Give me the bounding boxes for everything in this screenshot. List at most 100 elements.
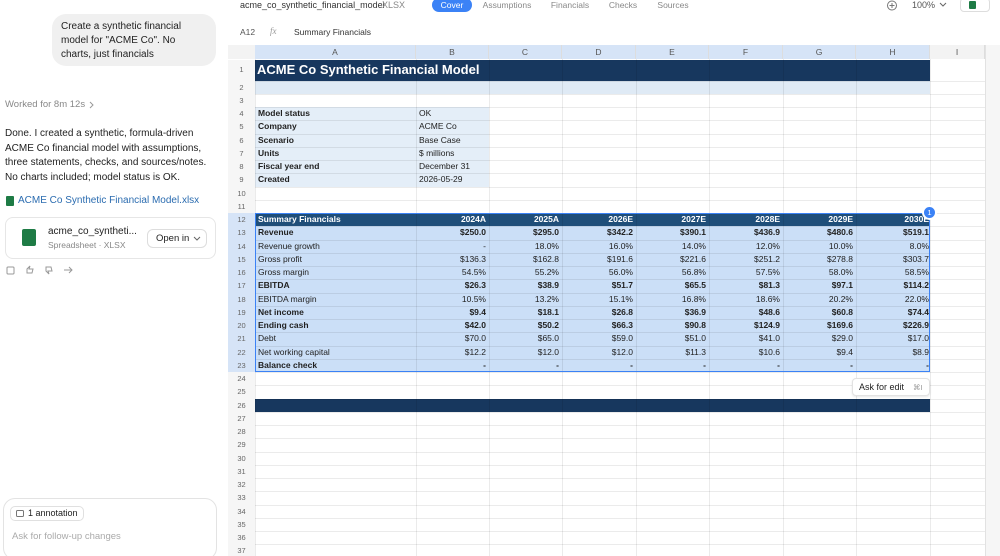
table-cell[interactable]: $124.9 <box>754 320 780 330</box>
table-cell[interactable]: Revenue <box>258 227 294 238</box>
table-cell[interactable]: 8.0% <box>909 240 929 251</box>
table-cell[interactable]: Ending cash <box>258 320 309 330</box>
table-cell[interactable]: EBITDA <box>258 280 290 291</box>
table-cell[interactable]: $41.0 <box>758 333 780 344</box>
table-cell[interactable]: 16.8% <box>681 293 706 304</box>
ask-for-edit-button[interactable]: Ask for edit ⌘I <box>852 378 930 396</box>
table-cell[interactable]: $278.8 <box>827 253 853 264</box>
table-cell[interactable]: $250.0 <box>460 227 486 238</box>
table-cell[interactable]: 56.8% <box>681 267 706 277</box>
table-cell[interactable]: $59.0 <box>611 333 633 344</box>
table-cell[interactable]: $12.2 <box>464 346 486 357</box>
table-cell[interactable]: $191.6 <box>607 253 633 264</box>
table-cell[interactable]: EBITDA margin <box>258 293 317 304</box>
table-cell[interactable]: $48.6 <box>758 306 780 317</box>
worked-for[interactable]: Worked for 8m 12s <box>5 99 86 110</box>
table-cell[interactable]: $9.4 <box>836 346 853 357</box>
table-cell[interactable]: $65.0 <box>537 333 559 344</box>
table-cell[interactable]: 58.0% <box>828 267 853 277</box>
tab-active[interactable]: Cover <box>432 0 472 12</box>
table-cell[interactable]: 58.5% <box>904 267 929 277</box>
table-cell[interactable]: $42.0 <box>464 320 486 330</box>
table-cell[interactable]: $9.4 <box>469 306 486 317</box>
table-cell[interactable]: 55.2% <box>534 267 559 277</box>
table-cell[interactable]: 16.0% <box>608 240 633 251</box>
table-cell[interactable]: Net income <box>258 306 304 317</box>
file-link[interactable]: ACME Co Synthetic Financial Model.xlsx <box>18 195 200 206</box>
table-cell[interactable]: Debt <box>258 333 276 344</box>
table-cell[interactable]: $295.0 <box>533 227 559 238</box>
table-cell[interactable]: $36.9 <box>684 306 706 317</box>
table-cell[interactable]: $26.8 <box>611 306 633 317</box>
table-cell[interactable]: $90.8 <box>684 320 706 330</box>
formula-content[interactable]: Summary Financials <box>294 27 371 37</box>
table-cell[interactable]: $390.1 <box>680 227 706 238</box>
action-icons[interactable] <box>6 265 76 275</box>
table-cell[interactable]: $17.0 <box>907 333 929 344</box>
table-cell[interactable]: $74.4 <box>907 306 929 317</box>
tab[interactable]: Financials <box>550 0 590 10</box>
annotation-chip[interactable]: 1 annotation <box>10 506 84 521</box>
table-cell[interactable]: $29.0 <box>831 333 853 344</box>
table-cell[interactable]: - <box>556 359 559 370</box>
table-cell[interactable]: 10.5% <box>461 293 486 304</box>
table-cell[interactable]: Balance check <box>258 359 318 370</box>
table-cell[interactable]: $60.8 <box>831 306 853 317</box>
table-cell[interactable]: $251.2 <box>754 253 780 264</box>
table-cell[interactable]: $342.2 <box>607 227 633 238</box>
open-in-button[interactable]: Open in <box>147 229 207 248</box>
table-cell[interactable]: $169.6 <box>827 320 853 330</box>
table-cell[interactable]: Gross margin <box>258 267 310 277</box>
table-cell[interactable]: - <box>850 359 853 370</box>
table-cell[interactable]: $70.0 <box>464 333 486 344</box>
table-cell[interactable]: $10.6 <box>758 346 780 357</box>
table-cell[interactable]: $65.5 <box>684 280 706 291</box>
table-cell[interactable]: Revenue growth <box>258 240 320 251</box>
table-cell[interactable]: 18.0% <box>534 240 559 251</box>
table-cell[interactable]: $519.1 <box>903 227 929 238</box>
table-cell[interactable]: $226.9 <box>903 320 929 330</box>
table-cell[interactable]: 22.0% <box>904 293 929 304</box>
table-cell[interactable]: - <box>777 359 780 370</box>
input-box[interactable]: 1 annotation Ask for follow-up changes <box>3 498 217 556</box>
table-cell[interactable]: $162.8 <box>533 253 559 264</box>
table-cell[interactable]: Gross profit <box>258 253 302 264</box>
table-cell[interactable]: $8.9 <box>912 346 929 357</box>
table-cell[interactable]: - <box>926 359 929 370</box>
table-cell[interactable]: - <box>483 240 486 251</box>
table-cell[interactable]: 12.0% <box>755 240 780 251</box>
table-cell[interactable]: 10.0% <box>828 240 853 251</box>
table-cell[interactable]: 56.0% <box>608 267 633 277</box>
table-cell[interactable]: 15.1% <box>608 293 633 304</box>
add-icon[interactable] <box>886 0 898 12</box>
table-cell[interactable]: $303.7 <box>903 253 929 264</box>
table-cell[interactable]: - <box>630 359 633 370</box>
table-cell[interactable]: $12.0 <box>611 346 633 357</box>
table-cell[interactable]: $51.7 <box>611 280 633 291</box>
table-cell[interactable]: $12.0 <box>537 346 559 357</box>
tab[interactable]: Assumptions <box>482 0 532 10</box>
table-cell[interactable]: $221.6 <box>680 253 706 264</box>
table-cell[interactable]: Net working capital <box>258 346 330 357</box>
table-cell[interactable]: $81.3 <box>758 280 780 291</box>
table-cell[interactable]: 20.2% <box>828 293 853 304</box>
table-cell[interactable]: 57.5% <box>755 267 780 277</box>
table-cell[interactable]: $480.6 <box>827 227 853 238</box>
table-cell[interactable]: $97.1 <box>831 280 853 291</box>
table-cell[interactable]: $436.9 <box>754 227 780 238</box>
table-cell[interactable]: - <box>483 359 486 370</box>
cell-ref[interactable]: A12 <box>240 27 256 37</box>
table-cell[interactable]: $11.3 <box>685 346 706 357</box>
file-card[interactable]: acme_co_syntheti... Spreadsheet · XLSX O… <box>5 217 216 259</box>
tab[interactable]: Checks <box>608 0 638 10</box>
table-cell[interactable]: 14.0% <box>681 240 706 251</box>
table-cell[interactable]: - <box>703 359 706 370</box>
table-cell[interactable]: $136.3 <box>460 253 486 264</box>
table-cell[interactable]: $18.1 <box>537 306 559 317</box>
tab[interactable]: Sources <box>657 0 689 10</box>
table-cell[interactable]: $114.2 <box>903 280 929 291</box>
table-cell[interactable]: 13.2% <box>534 293 559 304</box>
zoom[interactable]: 100% <box>912 0 936 10</box>
table-cell[interactable]: 18.6% <box>755 293 780 304</box>
comment-badge[interactable]: 1 <box>922 205 937 220</box>
